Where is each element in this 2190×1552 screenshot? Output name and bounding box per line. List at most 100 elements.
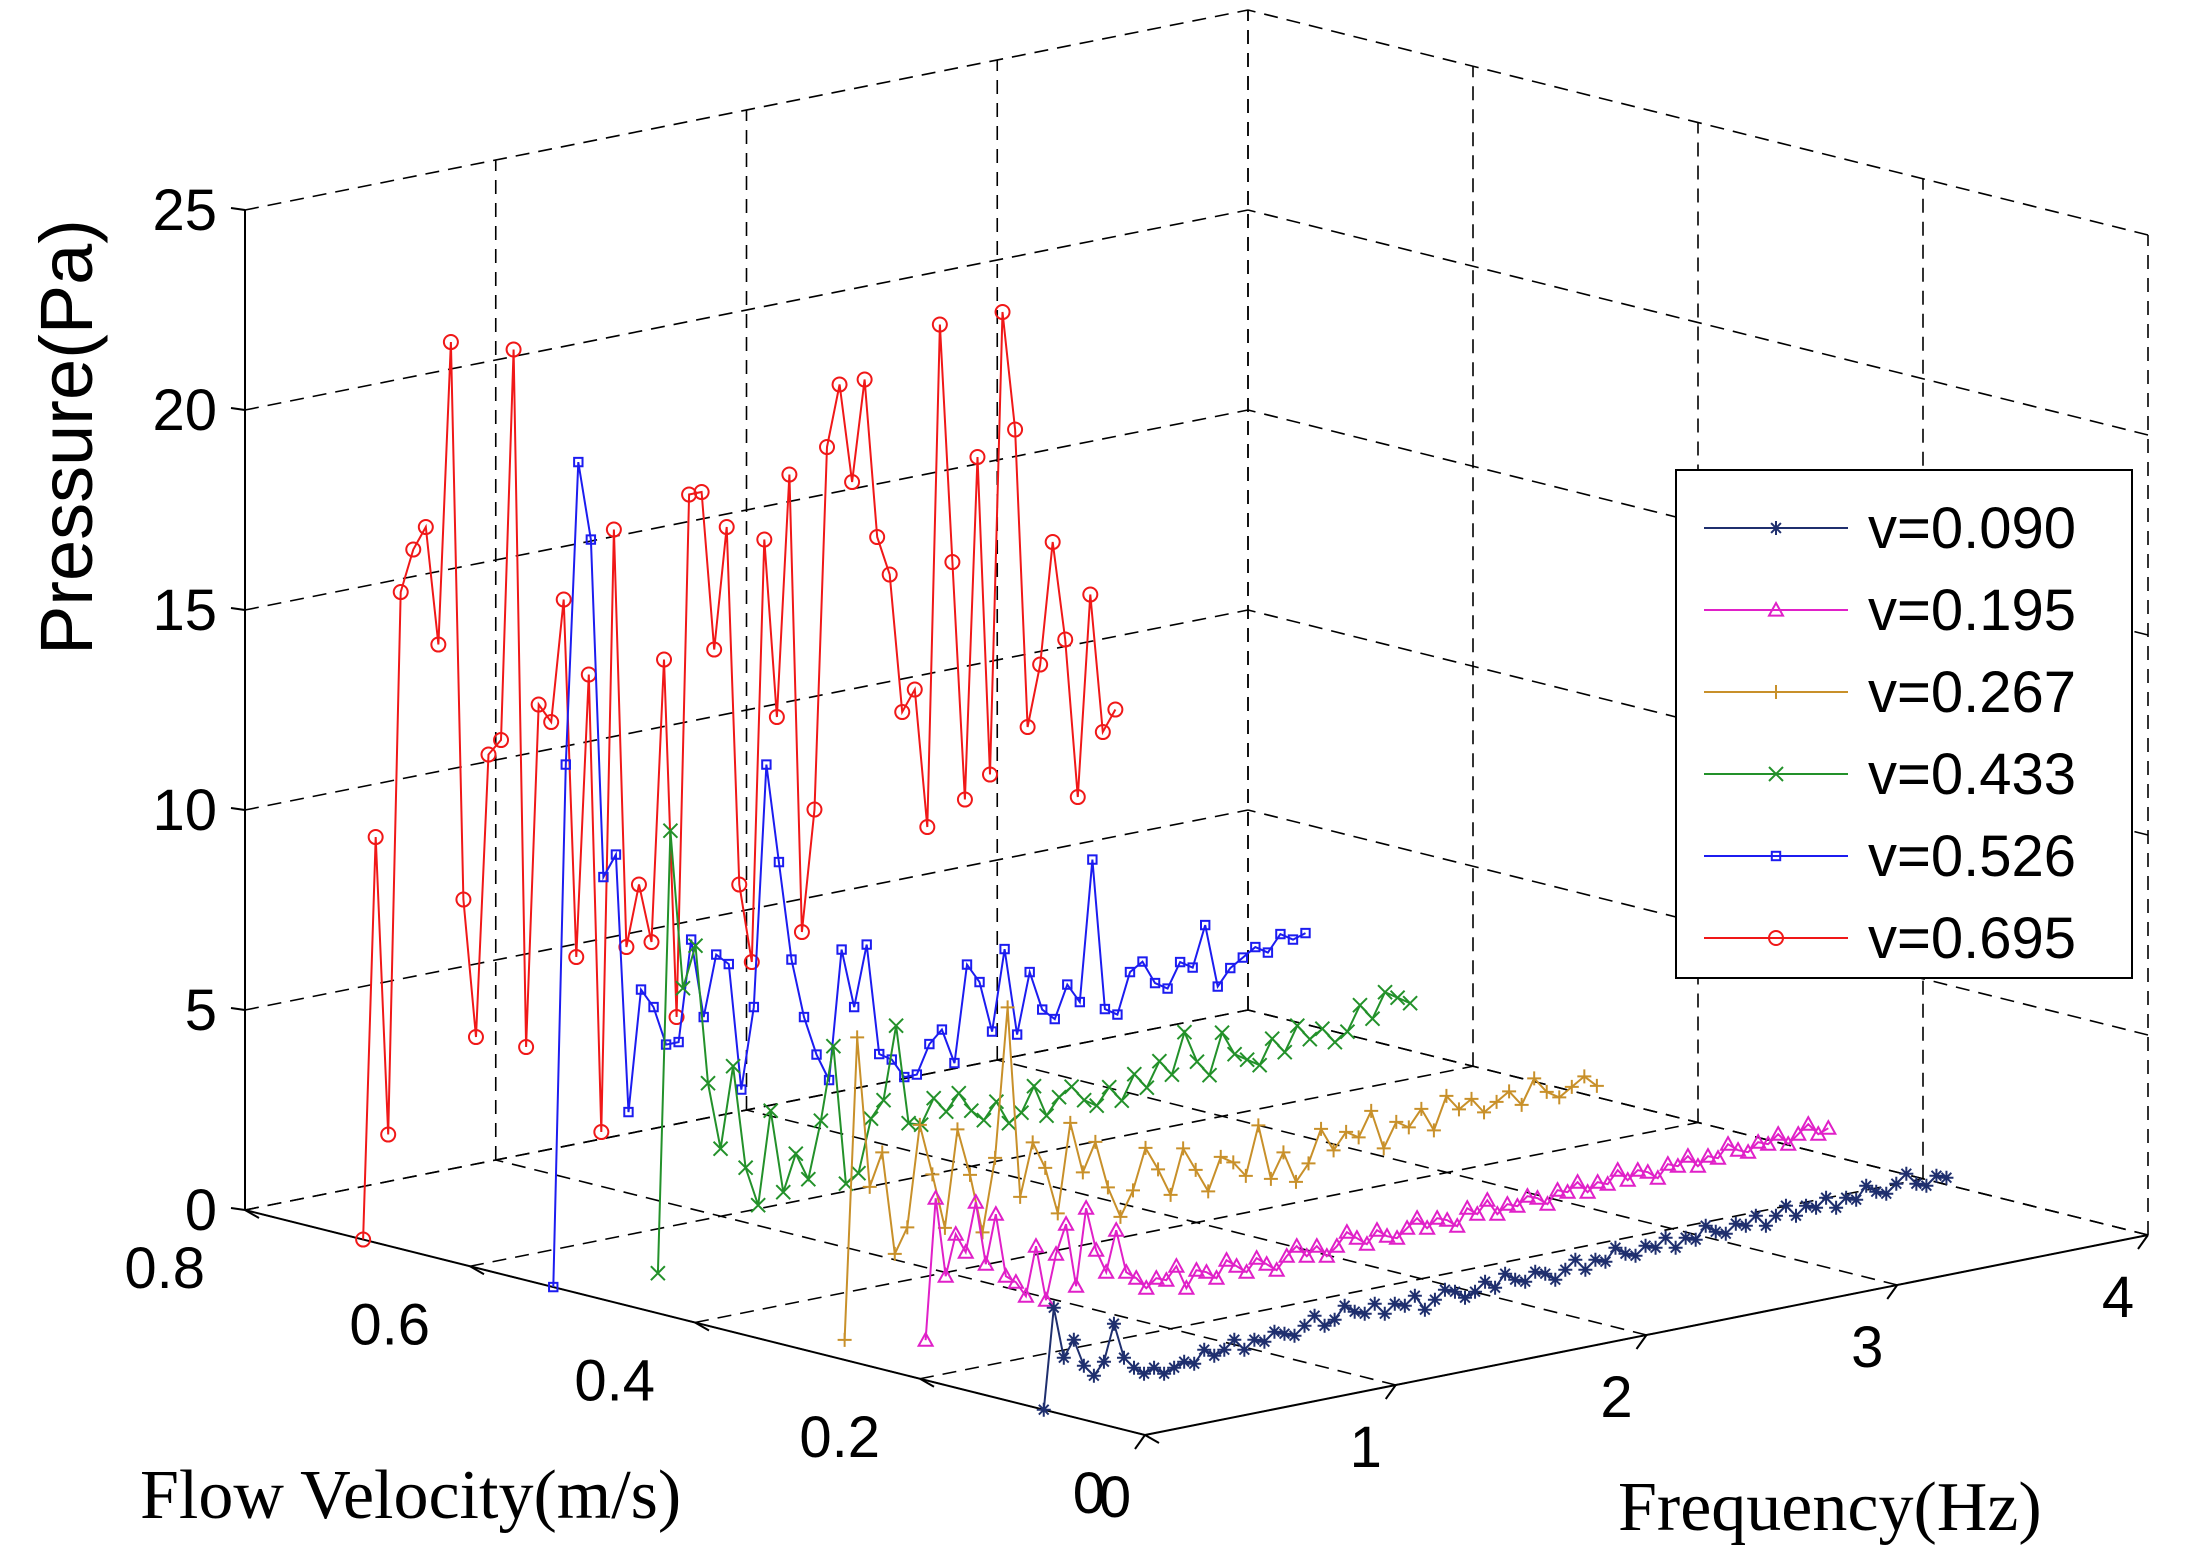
data-point	[1628, 1248, 1643, 1263]
data-point	[1049, 1013, 1060, 1025]
data-point	[1819, 1190, 1834, 1205]
data-point	[773, 856, 785, 868]
data-point	[1167, 1360, 1182, 1375]
data-point	[1339, 1124, 1354, 1139]
data-point	[1302, 1031, 1318, 1047]
data-point	[1237, 1263, 1256, 1279]
data-point	[605, 521, 622, 538]
data-point	[1212, 981, 1223, 992]
data-point	[1799, 1198, 1814, 1213]
data-point	[1669, 1157, 1687, 1173]
x-tick-label: 3	[1851, 1315, 1883, 1380]
data-point	[1187, 1356, 1202, 1371]
legend-marker	[1770, 850, 1782, 862]
data-point	[623, 1106, 634, 1118]
x-tick-mark	[1384, 1384, 1397, 1400]
data-point	[687, 938, 704, 954]
data-point	[725, 1058, 741, 1074]
side-wall-gridline	[1247, 209, 2149, 436]
data-point	[1001, 1115, 1017, 1131]
data-point	[1217, 1251, 1236, 1267]
data-point	[1032, 656, 1049, 673]
data-point	[1849, 1192, 1864, 1207]
data-point	[1738, 1218, 1753, 1233]
data-point	[967, 1193, 985, 1209]
data-point	[1187, 962, 1198, 973]
data-point	[916, 1331, 935, 1347]
data-point	[1250, 941, 1261, 953]
data-point	[1478, 1274, 1493, 1289]
data-point	[1300, 927, 1311, 939]
y-tick-label: 0.6	[349, 1292, 430, 1357]
x-tick-mark	[1886, 1284, 1899, 1300]
data-point	[635, 984, 647, 995]
data-point	[1498, 1195, 1517, 1211]
data-point	[997, 1267, 1015, 1283]
data-point	[1276, 1145, 1291, 1160]
data-point	[675, 980, 691, 996]
series-line	[362, 311, 1117, 1240]
data-point	[938, 1104, 954, 1120]
data-point	[1648, 1240, 1663, 1255]
data-point	[1708, 1224, 1723, 1239]
data-point	[1237, 1342, 1252, 1357]
data-point	[806, 801, 823, 818]
data-point	[1528, 1264, 1543, 1279]
legend-label: v=0.090	[1868, 496, 2076, 561]
floor-gridline	[694, 1121, 1699, 1324]
data-point	[798, 1011, 810, 1023]
data-point	[1239, 1052, 1255, 1068]
y-tick-mark	[244, 1209, 260, 1219]
data-point	[1407, 1288, 1422, 1303]
data-point	[1364, 1103, 1379, 1118]
data-point	[1298, 1247, 1316, 1263]
data-point	[660, 1039, 672, 1050]
data-point	[994, 304, 1011, 321]
data-point	[899, 1071, 910, 1083]
data-point	[1138, 1140, 1153, 1155]
data-point	[656, 651, 673, 668]
data-point	[975, 1225, 990, 1240]
data-point	[1538, 1266, 1553, 1281]
z-tick-mark	[230, 607, 246, 611]
data-point	[1176, 1024, 1193, 1040]
data-point	[1264, 1031, 1280, 1047]
z-tick-label: 10	[152, 778, 217, 843]
data-point	[813, 1113, 829, 1129]
data-point	[1426, 1123, 1441, 1138]
data-point	[1127, 1360, 1142, 1375]
data-point	[1289, 1018, 1305, 1034]
data-point	[1508, 1272, 1523, 1287]
data-point	[1326, 1143, 1341, 1158]
data-point	[988, 1150, 1003, 1165]
data-point	[1368, 1221, 1386, 1237]
data-point	[863, 1111, 879, 1127]
data-point	[869, 529, 886, 546]
data-point	[1000, 1000, 1015, 1015]
data-point	[1200, 919, 1211, 931]
data-point	[712, 1141, 729, 1157]
data-point	[1649, 1169, 1667, 1185]
data-point	[1339, 1024, 1356, 1040]
series-v-0-433	[650, 823, 1418, 1281]
legend-marker	[1769, 521, 1783, 535]
data-point	[455, 891, 472, 908]
data-point	[1013, 1189, 1028, 1204]
data-point	[618, 939, 635, 956]
data-point	[1328, 1237, 1346, 1253]
data-point	[1679, 1147, 1697, 1163]
data-point	[1351, 1130, 1366, 1145]
data-point	[1458, 1290, 1473, 1305]
data-point	[1558, 1183, 1577, 1199]
legend-label: v=0.433	[1868, 742, 2076, 807]
z-tick-mark	[230, 1207, 246, 1211]
y-tick-label: 0.2	[799, 1405, 880, 1470]
x-tick-mark	[1635, 1334, 1648, 1350]
data-point	[505, 341, 522, 358]
data-point	[819, 439, 836, 456]
data-point	[936, 1024, 948, 1035]
data-point	[944, 554, 961, 571]
data-point	[793, 924, 810, 941]
data-point	[924, 1038, 935, 1050]
